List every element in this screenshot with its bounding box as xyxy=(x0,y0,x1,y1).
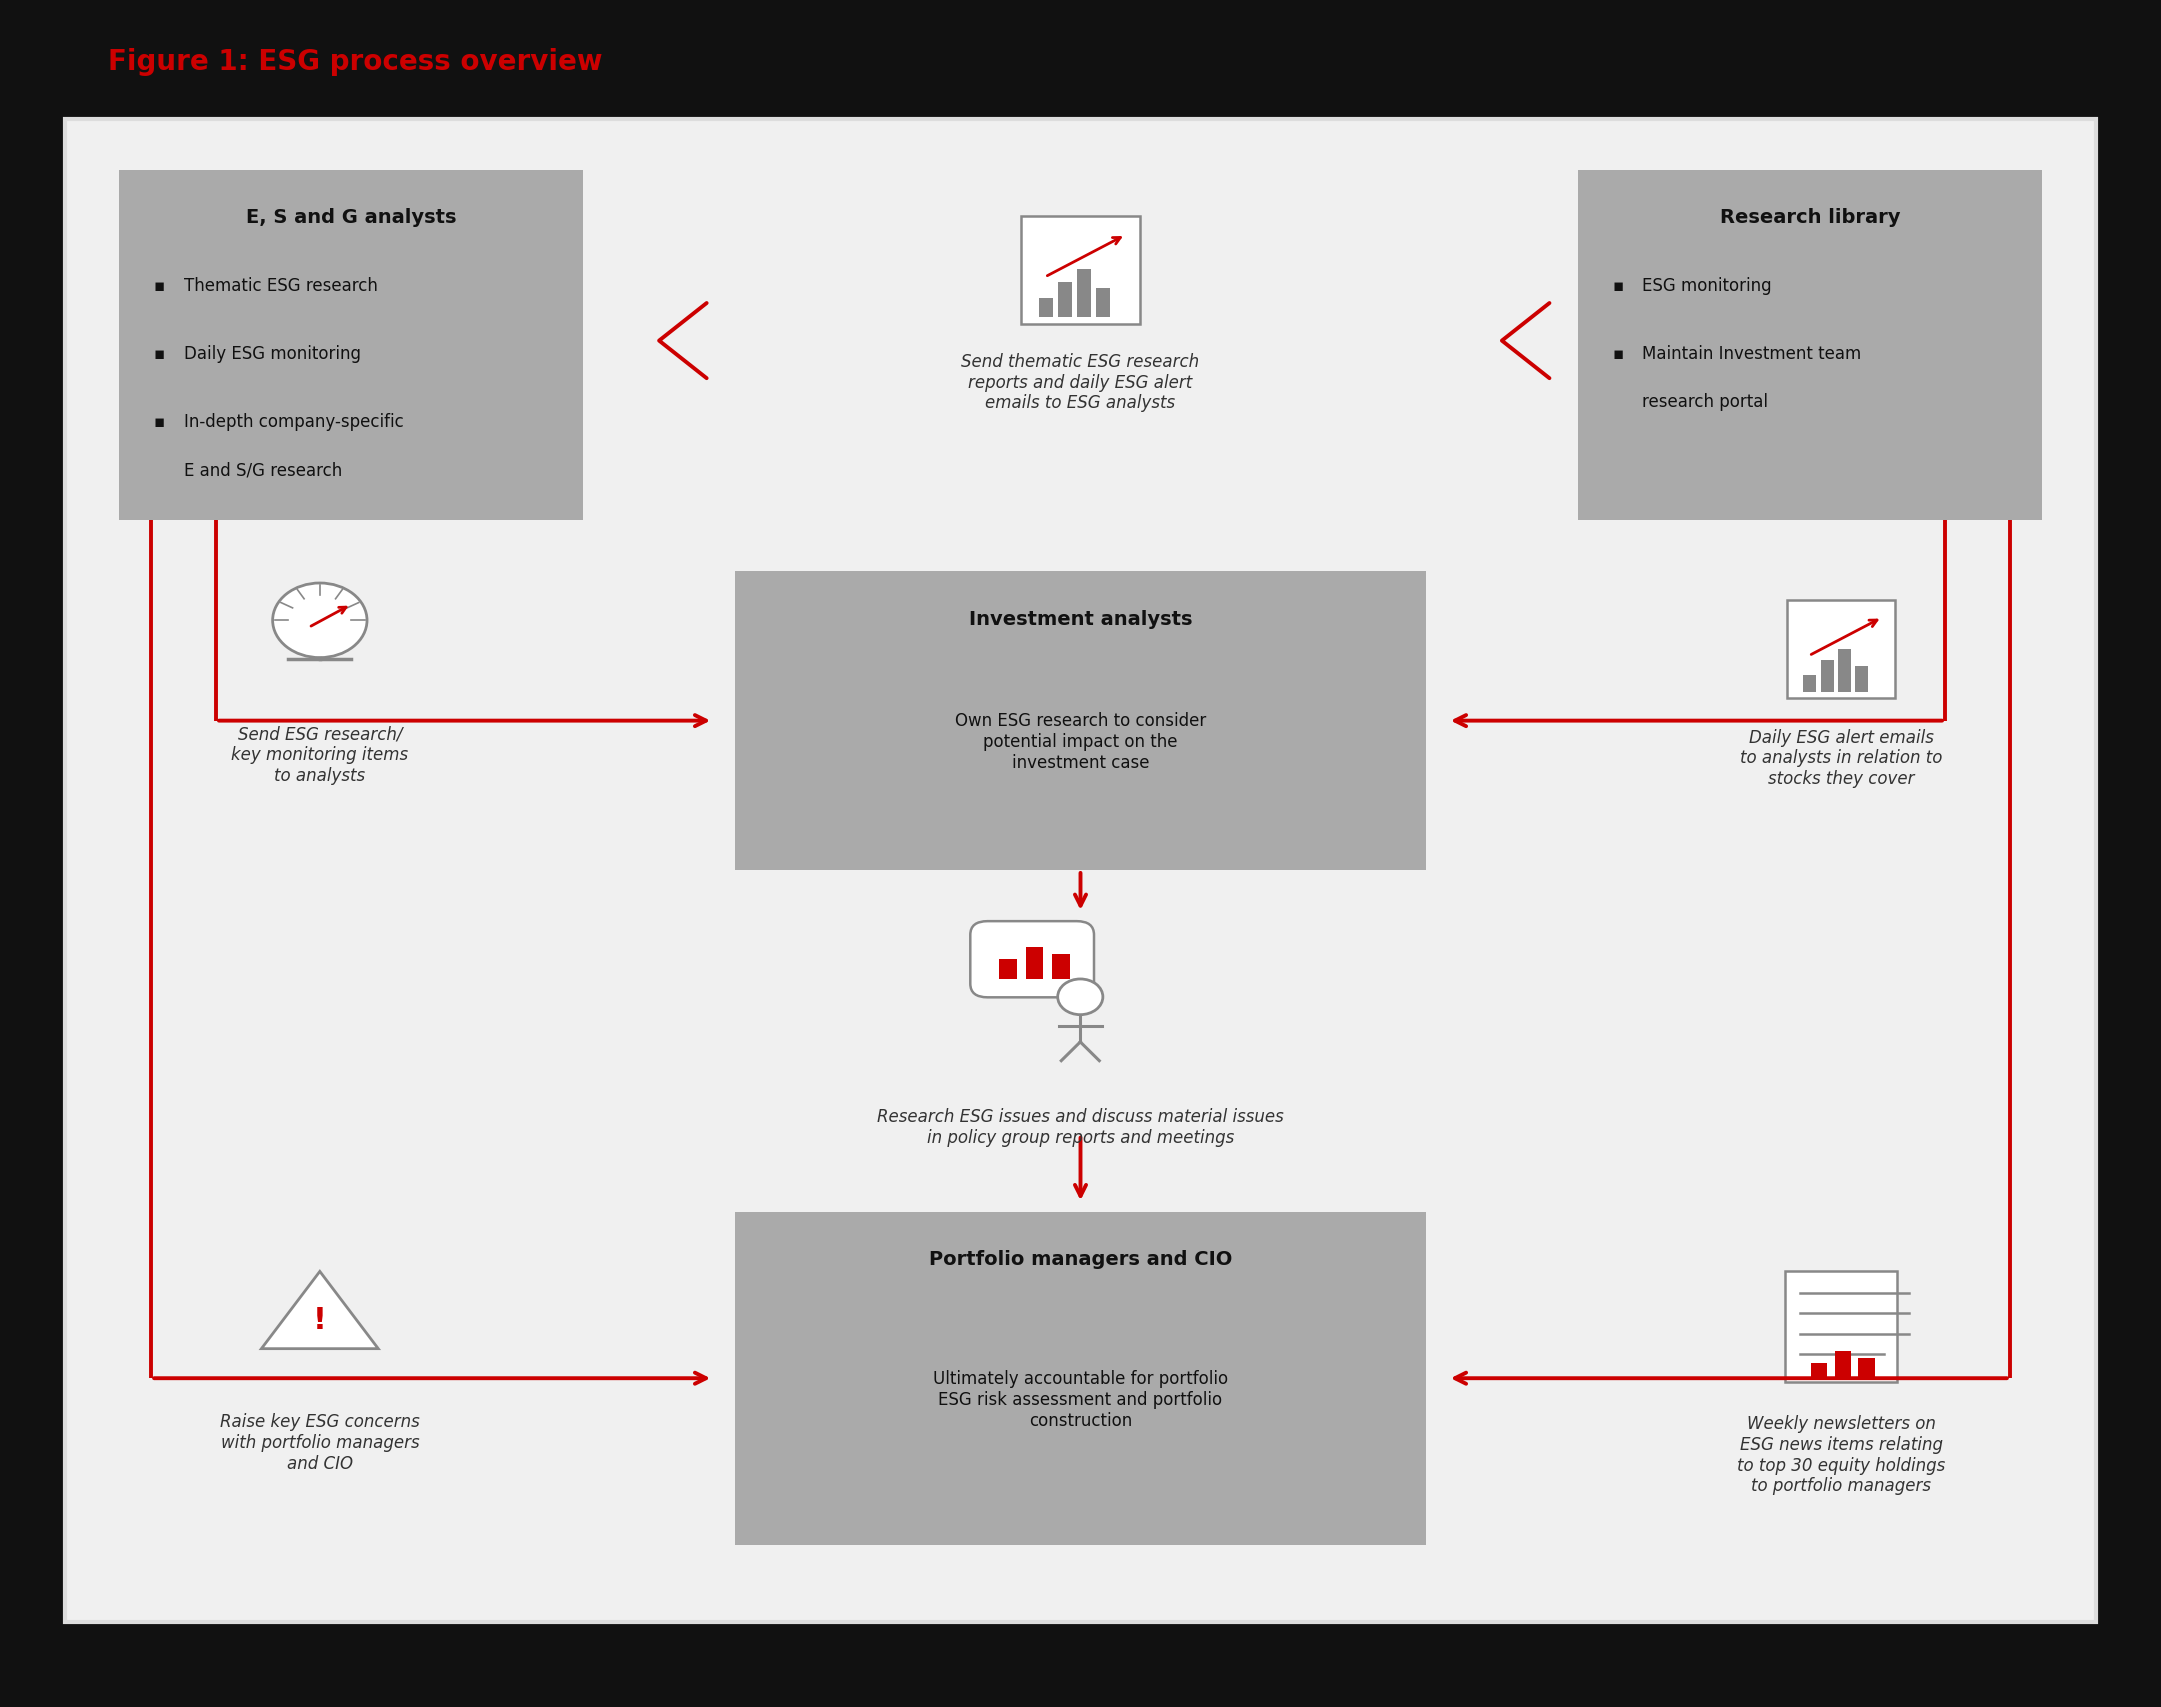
Text: ▪: ▪ xyxy=(1612,345,1623,364)
Text: Research library: Research library xyxy=(1720,208,1900,227)
Polygon shape xyxy=(261,1272,378,1349)
Bar xyxy=(1858,1359,1876,1379)
Circle shape xyxy=(272,584,367,659)
Text: Raise key ESG concerns
with portfolio managers
and CIO: Raise key ESG concerns with portfolio ma… xyxy=(220,1413,419,1471)
FancyBboxPatch shape xyxy=(1022,217,1141,324)
Text: ▪: ▪ xyxy=(153,345,164,364)
Bar xyxy=(1052,954,1070,980)
Text: Daily ESG alert emails
to analysts in relation to
stocks they cover: Daily ESG alert emails to analysts in re… xyxy=(1740,729,1943,787)
Text: Maintain Investment team: Maintain Investment team xyxy=(1642,345,1861,364)
Bar xyxy=(998,959,1018,980)
Bar xyxy=(1076,270,1091,318)
Text: Send thematic ESG research
reports and daily ESG alert
emails to ESG analysts: Send thematic ESG research reports and d… xyxy=(962,353,1199,411)
Text: Daily ESG monitoring: Daily ESG monitoring xyxy=(184,345,361,364)
Bar xyxy=(1804,676,1817,693)
FancyBboxPatch shape xyxy=(1785,1272,1897,1383)
Text: research portal: research portal xyxy=(1642,393,1768,411)
Bar xyxy=(1096,288,1111,318)
Circle shape xyxy=(1057,980,1102,1016)
Bar xyxy=(1026,947,1044,980)
Text: Own ESG research to consider
potential impact on the
investment case: Own ESG research to consider potential i… xyxy=(955,712,1206,772)
Text: E, S and G analysts: E, S and G analysts xyxy=(246,208,456,227)
Bar xyxy=(1039,299,1052,318)
Text: Figure 1: ESG process overview: Figure 1: ESG process overview xyxy=(108,48,603,75)
Bar xyxy=(1856,666,1869,693)
FancyBboxPatch shape xyxy=(65,119,2096,1622)
Text: Thematic ESG research: Thematic ESG research xyxy=(184,277,378,295)
Text: ▪: ▪ xyxy=(153,413,164,432)
Text: !: ! xyxy=(313,1306,326,1335)
Text: Ultimately accountable for portfolio
ESG risk assessment and portfolio
construct: Ultimately accountable for portfolio ESG… xyxy=(934,1369,1227,1429)
Text: Research ESG issues and discuss material issues
in policy group reports and meet: Research ESG issues and discuss material… xyxy=(877,1108,1284,1145)
FancyBboxPatch shape xyxy=(970,922,1093,997)
Bar xyxy=(1822,661,1835,693)
Bar xyxy=(1839,650,1852,693)
FancyBboxPatch shape xyxy=(119,171,583,521)
Text: Send ESG research/
key monitoring items
to analysts: Send ESG research/ key monitoring items … xyxy=(231,725,408,784)
FancyBboxPatch shape xyxy=(735,572,1426,871)
Text: Investment analysts: Investment analysts xyxy=(968,609,1193,628)
Text: Weekly newsletters on
ESG news items relating
to top 30 equity holdings
to portf: Weekly newsletters on ESG news items rel… xyxy=(1737,1413,1945,1495)
Text: ESG monitoring: ESG monitoring xyxy=(1642,277,1772,295)
FancyBboxPatch shape xyxy=(1578,171,2042,521)
Text: Portfolio managers and CIO: Portfolio managers and CIO xyxy=(929,1250,1232,1268)
Bar xyxy=(1835,1352,1850,1379)
Bar xyxy=(1811,1362,1826,1379)
FancyBboxPatch shape xyxy=(735,1212,1426,1545)
Bar xyxy=(1059,283,1072,318)
Text: ▪: ▪ xyxy=(1612,277,1623,295)
Text: In-depth company-specific: In-depth company-specific xyxy=(184,413,404,432)
Text: E and S/G research: E and S/G research xyxy=(184,461,341,480)
Text: ▪: ▪ xyxy=(153,277,164,295)
FancyBboxPatch shape xyxy=(1787,601,1895,698)
